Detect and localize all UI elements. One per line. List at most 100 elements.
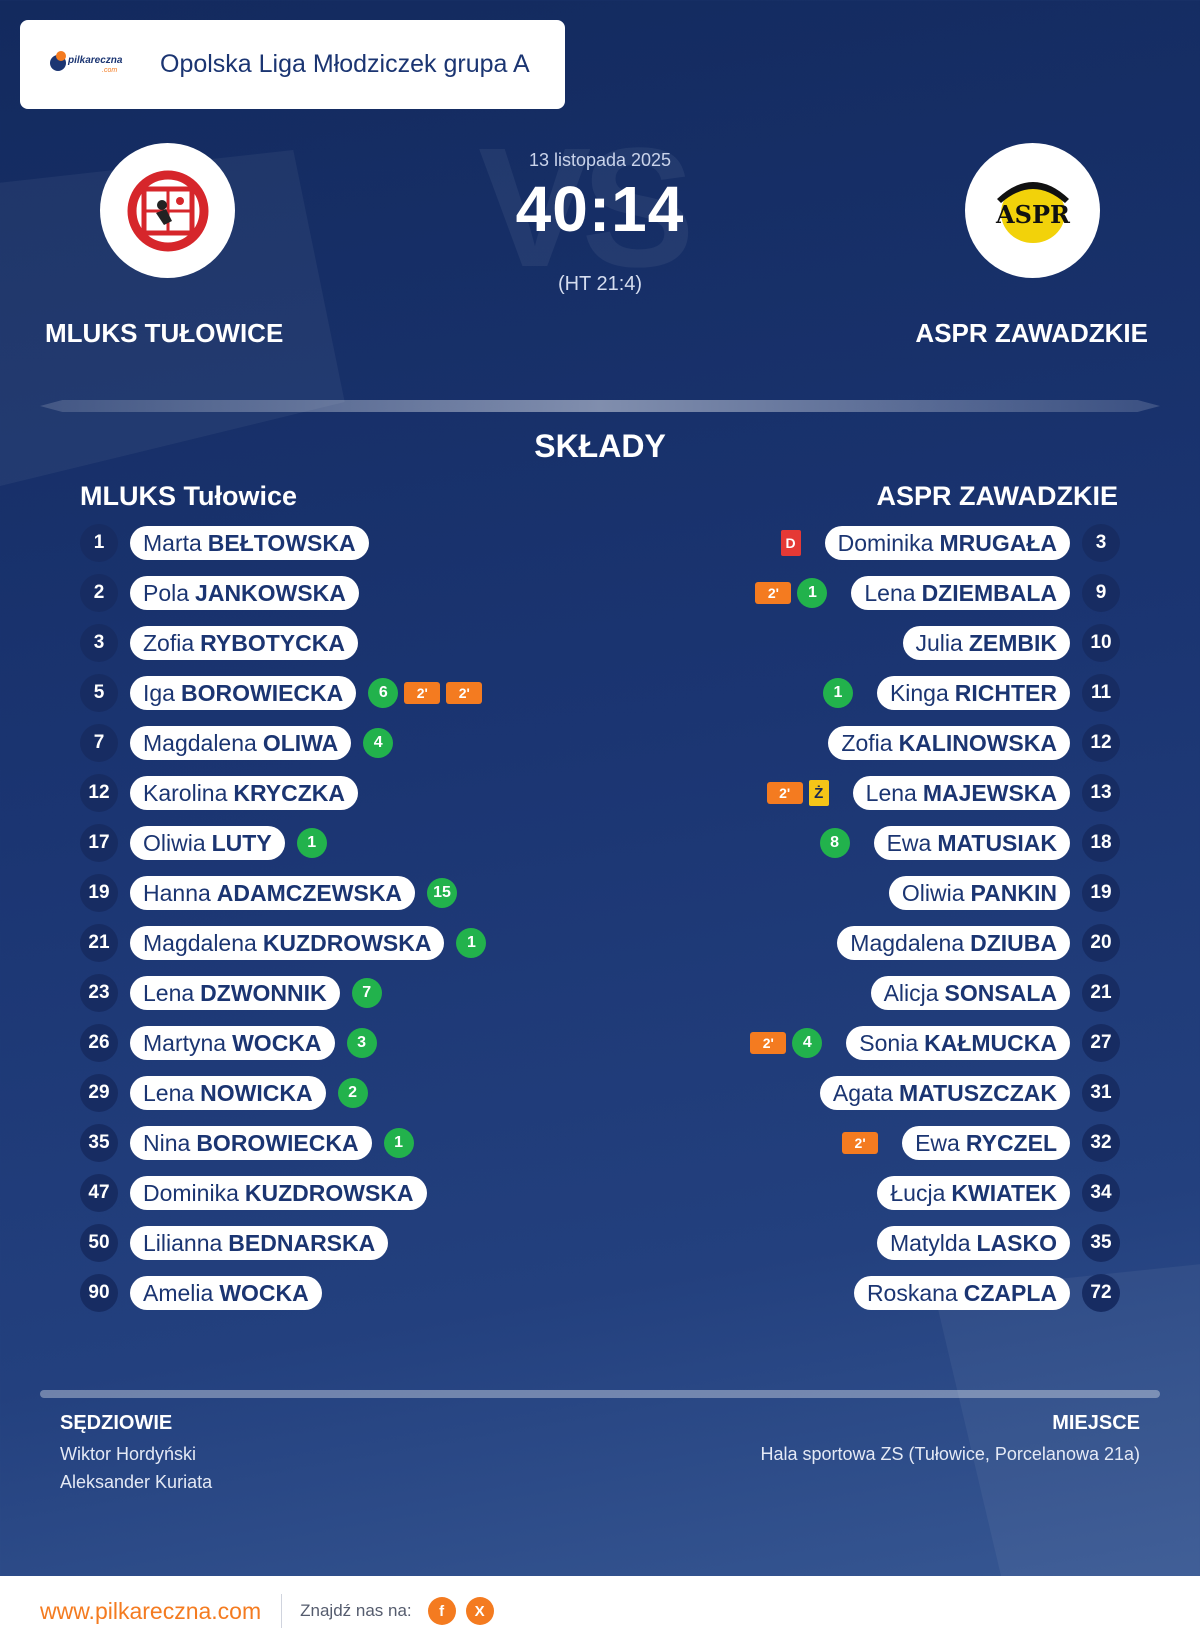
player-last-name: OLIWA <box>262 729 339 756</box>
shirt-number: 18 <box>1082 824 1120 862</box>
player-name[interactable]: Magdalena OLIWA <box>130 726 352 760</box>
player-name[interactable]: Dominika KUZDROWSKA <box>130 1176 427 1210</box>
player-name[interactable]: Matylda LASKO <box>876 1226 1070 1260</box>
player-name[interactable]: Marta BEŁTOWSKA <box>130 526 369 560</box>
player-name[interactable]: Pola JANKOWSKA <box>130 576 359 610</box>
shirt-number: 19 <box>1082 874 1120 912</box>
player-last-name: MRUGAŁA <box>939 529 1057 556</box>
venue-label: MIEJSCE <box>1052 1412 1140 1434</box>
player-first-name: Marta <box>143 529 202 556</box>
shirt-number: 2 <box>80 574 118 612</box>
player-stats: 6 2' 2' <box>368 678 488 708</box>
player-first-name: Lilianna <box>143 1229 223 1256</box>
player-first-name: Magdalena <box>143 729 257 756</box>
svg-text:ASPR: ASPR <box>995 200 1071 229</box>
shirt-number: 7 <box>80 724 118 762</box>
player-row: 35 Nina BOROWIECKA 1 <box>80 1124 420 1162</box>
player-first-name: Oliwia <box>143 829 206 856</box>
player-name[interactable]: Martyna WOCKA <box>130 1026 335 1060</box>
player-stats: 1 <box>296 828 333 858</box>
player-name[interactable]: Magdalena KUZDROWSKA <box>130 926 445 960</box>
player-name[interactable]: Nina BOROWIECKA <box>130 1126 372 1160</box>
player-stats: D <box>780 530 801 556</box>
referees-label: SĘDZIOWIE <box>60 1412 173 1434</box>
player-name[interactable]: Magdalena DZIUBA <box>837 926 1070 960</box>
facebook-icon[interactable]: f <box>427 1597 456 1625</box>
player-first-name: Sonia <box>859 1029 919 1056</box>
player-stats: 4 <box>363 728 399 758</box>
player-last-name: MAJEWSKA <box>922 779 1057 806</box>
shirt-number: 1 <box>80 524 118 562</box>
player-name[interactable]: Lena DZIEMBALA <box>851 576 1070 610</box>
player-last-name: DZIUBA <box>970 929 1057 956</box>
player-row: 35 Matylda LASKO <box>876 1224 1120 1262</box>
player-last-name: SONSALA <box>944 979 1057 1006</box>
player-name[interactable]: Oliwia LUTY <box>130 826 285 860</box>
player-last-name: KALINOWSKA <box>898 729 1057 756</box>
player-name[interactable]: Iga BOROWIECKA <box>130 676 357 710</box>
player-last-name: MATUSIAK <box>937 829 1057 856</box>
player-first-name: Dominika <box>143 1179 239 1206</box>
league-title: Opolska Liga Młodziczek grupa A <box>160 50 530 78</box>
goals-badge: 1 <box>797 578 828 608</box>
goals-badge: 6 <box>368 678 399 708</box>
player-name[interactable]: Ewa RYCZEL <box>902 1126 1070 1160</box>
shirt-number: 17 <box>80 824 118 862</box>
home-team-name: MLUKS TUŁOWICE <box>45 318 284 348</box>
player-name[interactable]: Kinga RICHTER <box>876 676 1070 710</box>
player-last-name: JANKOWSKA <box>195 579 346 606</box>
player-last-name: MATUSZCZAK <box>899 1079 1057 1106</box>
shirt-number: 31 <box>1082 1074 1120 1112</box>
player-last-name: KAŁMUCKA <box>924 1029 1057 1056</box>
player-first-name: Magdalena <box>850 929 965 956</box>
player-row: 2 Pola JANKOWSKA <box>80 574 359 612</box>
player-name[interactable]: Sonia KAŁMUCKA <box>846 1026 1070 1060</box>
player-last-name: ADAMCZEWSKA <box>216 879 403 906</box>
yellow-card-icon: Ż <box>808 780 829 806</box>
player-row: 12 Karolina KRYCZKA <box>80 774 358 812</box>
player-name[interactable]: Julia ZEMBIK <box>902 626 1070 660</box>
shirt-number: 5 <box>80 674 118 712</box>
player-name[interactable]: Oliwia PANKIN <box>888 876 1070 910</box>
player-first-name: Lena <box>865 779 917 806</box>
player-first-name: Kinga <box>889 679 949 706</box>
home-team-logo <box>100 143 235 278</box>
player-name[interactable]: Lena DZWONNIK <box>130 976 340 1010</box>
player-first-name: Agata <box>832 1079 893 1106</box>
x-icon[interactable]: X <box>465 1597 494 1625</box>
venue-text: Hala sportowa ZS (Tułowice, Porcelanowa … <box>760 1444 1140 1464</box>
player-first-name: Oliwia <box>901 879 965 906</box>
player-last-name: KUZDROWSKA <box>244 1179 414 1206</box>
player-last-name: DZIEMBALA <box>921 579 1057 606</box>
player-name[interactable]: Hanna ADAMCZEWSKA <box>130 876 416 910</box>
player-name[interactable]: Lena NOWICKA <box>130 1076 326 1110</box>
pilkareczna-logo[interactable]: pilkareczna .com <box>50 49 140 81</box>
player-row: 21 Alicja SONSALA <box>870 974 1120 1012</box>
player-name[interactable]: Łucja KWIATEK <box>877 1176 1070 1210</box>
shirt-number: 9 <box>1082 574 1120 612</box>
player-name[interactable]: Karolina KRYCZKA <box>130 776 358 810</box>
website-link[interactable]: www.pilkareczna.com <box>40 1597 262 1624</box>
player-name[interactable]: Amelia WOCKA <box>130 1276 322 1310</box>
player-first-name: Łucja <box>890 1179 946 1206</box>
player-row: 10 Julia ZEMBIK <box>902 624 1120 662</box>
shirt-number: 90 <box>80 1274 118 1312</box>
player-row: 9 Lena DZIEMBALA 1 2' <box>749 574 1120 612</box>
player-name[interactable]: Dominika MRUGAŁA <box>824 526 1070 560</box>
player-name[interactable]: Roskana CZAPLA <box>853 1276 1070 1310</box>
player-name[interactable]: Alicja SONSALA <box>870 976 1070 1010</box>
shirt-number: 35 <box>1082 1224 1120 1262</box>
player-name[interactable]: Lena MAJEWSKA <box>852 776 1070 810</box>
player-name[interactable]: Ewa MATUSIAK <box>873 826 1070 860</box>
player-first-name: Martyna <box>143 1029 227 1056</box>
player-name[interactable]: Lilianna BEDNARSKA <box>130 1226 389 1260</box>
player-row: 18 Ewa MATUSIAK 8 <box>814 824 1120 862</box>
player-first-name: Matylda <box>889 1229 971 1256</box>
player-row: 3 Zofia RYBOTYCKA <box>80 624 358 662</box>
player-name[interactable]: Zofia RYBOTYCKA <box>130 626 358 660</box>
player-name[interactable]: Agata MATUSZCZAK <box>819 1076 1070 1110</box>
player-row: 50 Lilianna BEDNARSKA <box>80 1224 389 1262</box>
player-name[interactable]: Zofia KALINOWSKA <box>828 726 1070 760</box>
player-stats: Ż 2' <box>761 780 829 806</box>
goals-badge: 4 <box>363 728 394 758</box>
